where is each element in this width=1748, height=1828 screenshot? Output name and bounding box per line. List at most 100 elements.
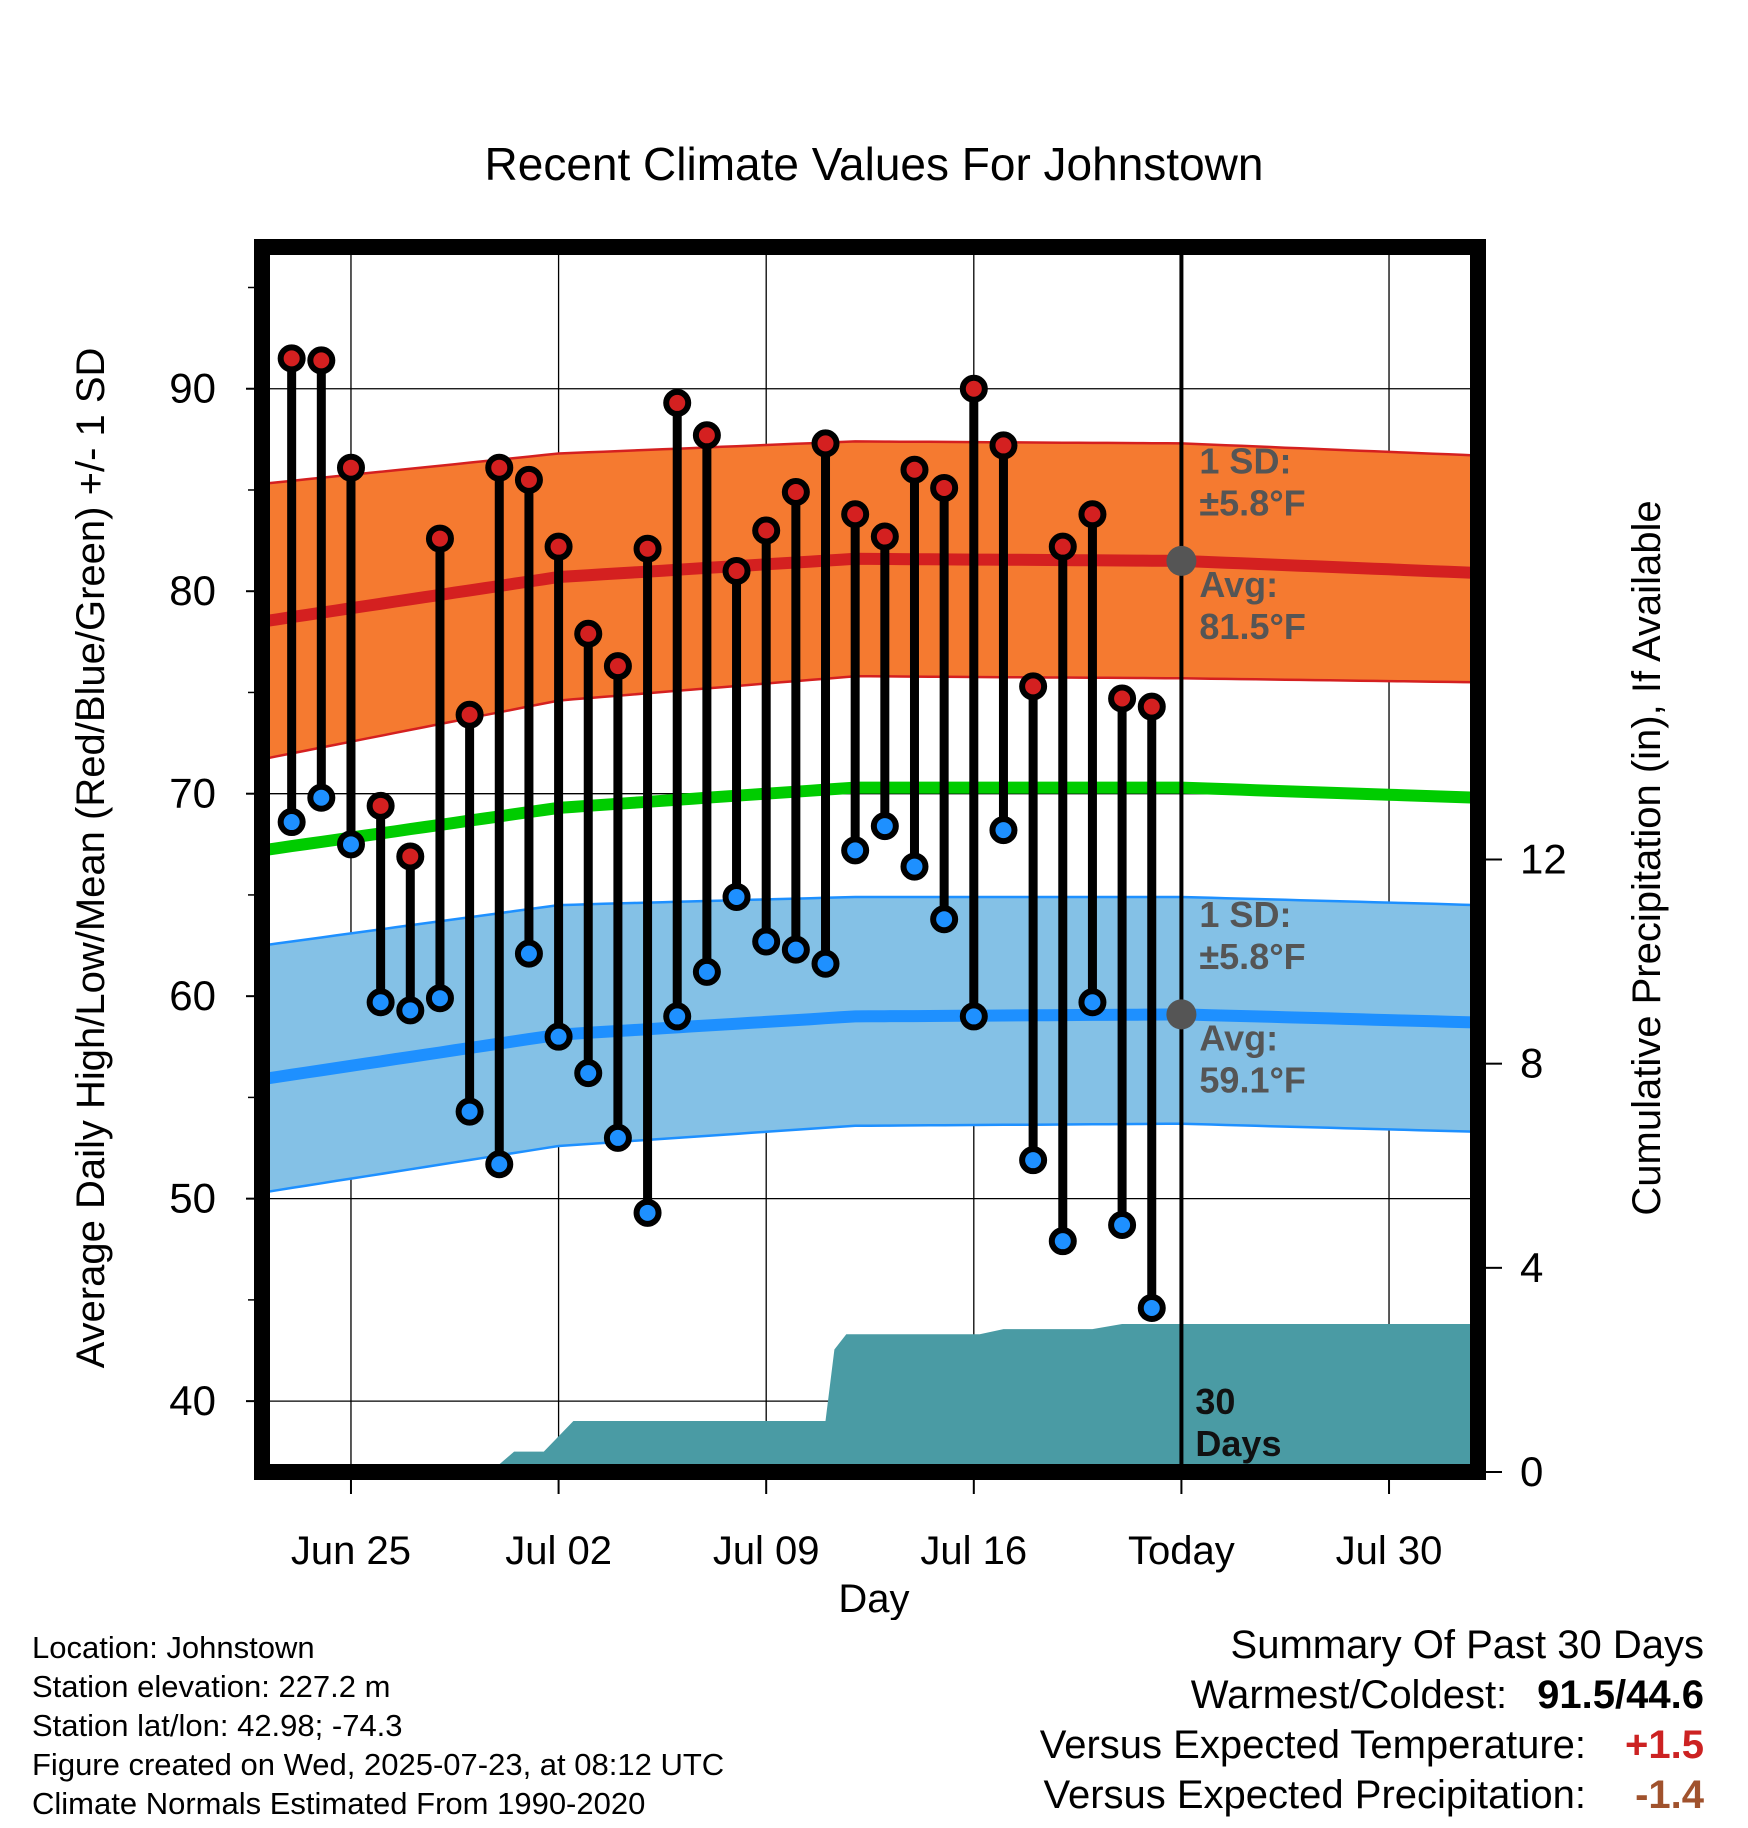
daily-low-point <box>1137 1293 1166 1322</box>
daily-low-point <box>870 812 899 841</box>
y-tick-label: 50 <box>169 1175 216 1222</box>
daily-low-point <box>959 1002 988 1031</box>
x-tick-label: Jul 02 <box>505 1529 612 1573</box>
daily-low-point <box>781 935 810 964</box>
created-text: Figure created on Wed, 2025-07-23, at 08… <box>32 1747 725 1782</box>
x-tick-label: Jul 30 <box>1336 1529 1443 1573</box>
x-tick-label: Today <box>1128 1529 1235 1573</box>
high-avg-value: 81.5°F <box>1199 606 1305 647</box>
daily-high-point <box>692 421 721 450</box>
precip-anomaly-label: Versus Expected Precipitation: <box>1043 1773 1586 1817</box>
daily-high-point <box>336 453 365 482</box>
daily-low-point <box>1019 1146 1048 1175</box>
daily-high-point <box>277 344 306 373</box>
daily-low-point <box>514 939 543 968</box>
latlon-text: Station lat/lon: 42.98; -74.3 <box>32 1708 403 1743</box>
daily-high-point <box>1078 500 1107 529</box>
y-axis-label: Average Daily High/Low/Mean (Red/Blue/Gr… <box>69 348 113 1369</box>
precip-anomaly-value: -1.4 <box>1635 1773 1704 1817</box>
daily-low-point <box>277 808 306 837</box>
daily-low-point <box>544 1022 573 1051</box>
window-days-number: 30 <box>1195 1381 1235 1422</box>
daily-low-point <box>752 927 781 956</box>
summary-panel: Summary Of Past 30 Days Warmest/Coldest:… <box>1040 1620 1704 1820</box>
daily-high-point <box>959 374 988 403</box>
daily-low-point <box>692 957 721 986</box>
x-tick-label: Jun 25 <box>291 1529 411 1573</box>
daily-low-point <box>307 783 336 812</box>
daily-high-point <box>366 791 395 820</box>
high-sd-label: 1 SD: <box>1199 440 1291 481</box>
high-avg-label: Avg: <box>1199 564 1278 605</box>
low-sd-lower-line <box>261 1122 1479 1194</box>
daily-low-point <box>574 1059 603 1088</box>
daily-high-point <box>307 346 336 375</box>
daily-low-point <box>603 1123 632 1152</box>
y-axis-right-label: Cumulative Precipitation (in), If Availa… <box>1625 500 1669 1215</box>
daily-low-point <box>841 836 870 865</box>
y-tick-label: 80 <box>169 567 216 614</box>
temp-anomaly-value: +1.5 <box>1625 1723 1704 1767</box>
daily-high-point <box>1048 532 1077 561</box>
daily-high-point <box>752 516 781 545</box>
y-right-tick-label: 4 <box>1520 1244 1543 1291</box>
location-text: Location: Johnstown <box>32 1630 315 1665</box>
daily-low-point <box>455 1097 484 1126</box>
elevation-text: Station elevation: 227.2 m <box>32 1669 391 1704</box>
daily-low-point <box>722 882 751 911</box>
y-tick-label: 60 <box>169 972 216 1019</box>
daily-high-point <box>811 429 840 458</box>
daily-high-point <box>1019 672 1048 701</box>
warmest-coldest-label: Warmest/Coldest: <box>1190 1673 1508 1717</box>
daily-low-point <box>1048 1227 1077 1256</box>
daily-high-point <box>930 473 959 502</box>
daily-low-point <box>900 852 929 881</box>
x-axis-label: Day <box>838 1577 909 1620</box>
daily-high-point <box>722 556 751 585</box>
daily-high-point <box>1108 684 1137 713</box>
daily-high-point <box>425 524 454 553</box>
summary-title: Summary Of Past 30 Days <box>1230 1623 1704 1667</box>
y-right-tick-label: 0 <box>1520 1448 1543 1495</box>
station-info: Location: Johnstown Station elevation: 2… <box>32 1628 724 1823</box>
daily-high-point <box>574 619 603 648</box>
daily-high-point <box>633 534 662 563</box>
y-tick-label: 40 <box>169 1377 216 1424</box>
daily-high-point <box>396 842 425 871</box>
daily-low-point <box>336 830 365 859</box>
x-tick-label: Jul 09 <box>713 1529 820 1573</box>
daily-low-point <box>663 1002 692 1031</box>
low-sd-value: ±5.8°F <box>1199 936 1305 977</box>
daily-high-point <box>841 500 870 529</box>
daily-high-point <box>900 455 929 484</box>
axes: 40 50 60 70 80 90 0 4 8 12 Jun 25 Jul 02 Jul 09 Jul 1… <box>169 239 1567 1573</box>
warmest-coldest-value: 91.5/44.6 <box>1537 1673 1704 1717</box>
daily-low-point <box>811 949 840 978</box>
today-high-avg-marker <box>1166 545 1197 576</box>
precip-anomaly-row: Versus Expected Precipitation: -1.4 <box>1040 1770 1704 1820</box>
daily-high-point <box>485 453 514 482</box>
window-days-label: Days <box>1195 1423 1281 1464</box>
y-right-tick-label: 8 <box>1520 1040 1543 1087</box>
daily-high-point <box>781 478 810 506</box>
daily-low-point <box>633 1198 662 1227</box>
daily-low-point <box>485 1150 514 1179</box>
daily-low-point <box>396 996 425 1025</box>
y-tick-label: 70 <box>169 770 216 817</box>
normal-mean-line <box>261 781 1479 857</box>
normals-text: Climate Normals Estimated From 1990-2020 <box>32 1786 646 1821</box>
normal-high-line <box>261 552 1479 628</box>
daily-high-point <box>989 431 1018 460</box>
high-sd-upper-line <box>261 440 1479 486</box>
high-sd-band <box>262 441 1478 760</box>
y-right-tick-label: 12 <box>1520 836 1567 883</box>
daily-low-point <box>1078 988 1107 1017</box>
daily-low-point <box>1108 1210 1137 1239</box>
daily-low-point <box>366 988 395 1017</box>
today-low-avg-marker <box>1166 999 1197 1030</box>
cumulative-precipitation-area <box>262 1324 1478 1472</box>
temp-anomaly-label: Versus Expected Temperature: <box>1039 1723 1586 1767</box>
plot-frame <box>254 239 1486 1480</box>
low-avg-label: Avg: <box>1199 1017 1278 1058</box>
daily-high-point <box>870 522 899 551</box>
